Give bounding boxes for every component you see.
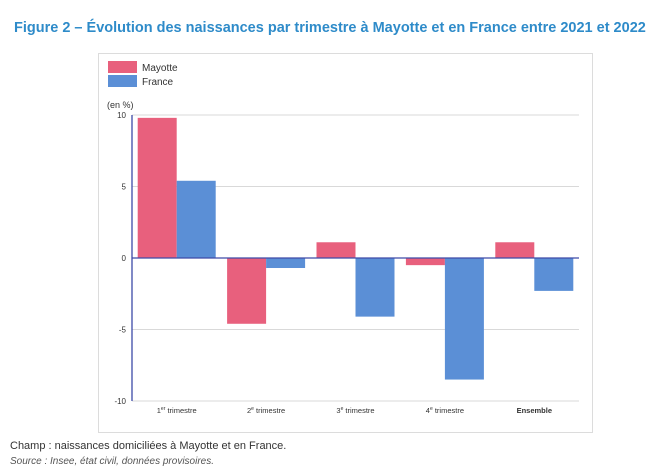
source-note: Source : Insee, état civil, données prov… bbox=[10, 456, 214, 467]
y-tick-label: 0 bbox=[122, 254, 127, 263]
x-category-label: Ensemble bbox=[517, 406, 552, 415]
legend-swatch-france bbox=[108, 75, 137, 87]
y-tick-label: 5 bbox=[122, 183, 127, 192]
bar-mayotte bbox=[227, 258, 267, 324]
x-category-label: 3e trimestre bbox=[336, 406, 374, 415]
bar-mayotte bbox=[137, 117, 177, 258]
y-tick-label: -5 bbox=[119, 326, 127, 335]
bar-mayotte bbox=[405, 258, 445, 266]
figure-title: Figure 2 – Évolution des naissances par … bbox=[14, 20, 646, 36]
bar-france bbox=[176, 180, 216, 258]
legend-label-france: France bbox=[142, 77, 174, 88]
scope-note: Champ : naissances domiciliées à Mayotte… bbox=[10, 440, 287, 452]
legend-swatch-mayotte bbox=[108, 61, 137, 73]
chart-frame: Mayotte France (en %) 10 5 0 -5 -10 1er trimestr… bbox=[98, 53, 593, 433]
y-tick-label: -10 bbox=[114, 397, 126, 406]
y-tick-label: 10 bbox=[117, 111, 126, 120]
legend-label-mayotte: Mayotte bbox=[142, 63, 178, 74]
x-category-label: 4e trimestre bbox=[426, 406, 464, 415]
bar-mayotte bbox=[316, 242, 356, 258]
bar-france bbox=[444, 258, 484, 380]
x-category-label: 2e trimestre bbox=[247, 406, 285, 415]
x-category-label: 1er trimestre bbox=[157, 406, 197, 415]
bar-mayotte bbox=[495, 242, 535, 258]
bar-france bbox=[266, 258, 306, 269]
bar-france bbox=[355, 258, 395, 317]
bar-chart: Mayotte France (en %)10 5 0 -5 -10 1er trimestr… bbox=[107, 61, 579, 415]
bar-france bbox=[534, 258, 574, 291]
y-axis-unit-label: (en %) bbox=[107, 100, 134, 110]
